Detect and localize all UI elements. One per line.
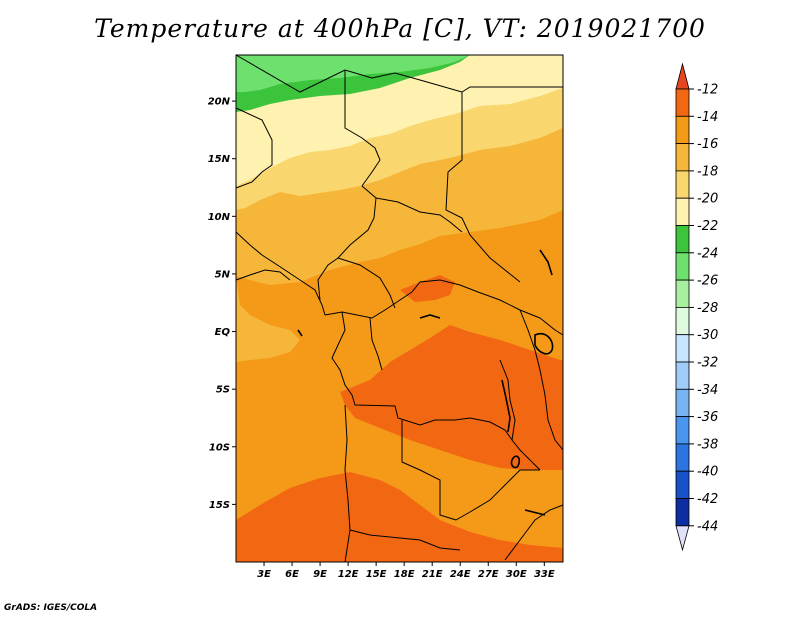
- colorbar-segment: [675, 252, 690, 281]
- colorbar-label: -38: [697, 437, 718, 452]
- colorbar-label: -20: [697, 192, 718, 207]
- lon-tick-label: 9E: [313, 569, 327, 580]
- map-title: Temperature at 400hPa [C], VT: 201902170…: [94, 14, 706, 43]
- lon-tick-label: 12E: [338, 569, 359, 580]
- lat-tick-label: 5N: [215, 269, 231, 280]
- colorbar-label: -30: [697, 328, 718, 343]
- latitude-axis: 20N 15N 10N 5N EQ 5S 10S 15S: [208, 97, 236, 511]
- colorbar-segment: [675, 170, 690, 199]
- colorbar-label: -22: [697, 219, 718, 234]
- colorbar-label: -36: [697, 410, 718, 425]
- colorbar-label: -24: [697, 246, 718, 261]
- lat-tick-label: 10N: [208, 212, 231, 223]
- lat-tick-label: 5S: [216, 385, 230, 396]
- colorbar-segment: [675, 115, 690, 145]
- colorbar-label: -12: [697, 83, 718, 98]
- colorbar-segment: [675, 470, 690, 499]
- lon-tick-label: 30E: [506, 569, 527, 580]
- colorbar-segment: [675, 279, 690, 308]
- colorbar-segment: [675, 334, 690, 363]
- lakes: [297, 249, 554, 516]
- colorbar-top-arrow: [675, 62, 690, 90]
- footer-credit: GrADS: IGES/COLA: [4, 603, 98, 613]
- colorbar-label: -40: [697, 465, 718, 480]
- lon-tick-label: 15E: [366, 569, 387, 580]
- colorbar-segment: [675, 225, 690, 254]
- colorbar-label: -32: [697, 356, 718, 371]
- colorbar-segment: [675, 443, 690, 472]
- colorbar-label: -42: [697, 492, 718, 507]
- colorbar-segment: [675, 88, 690, 117]
- lat-tick-label: 20N: [208, 97, 231, 108]
- colorbar-label: -14: [697, 110, 718, 125]
- country-borders: [235, 54, 564, 563]
- lat-tick-label: 15S: [209, 500, 230, 511]
- colorbar-segment: [675, 361, 690, 390]
- colorbar-label: -34: [697, 383, 718, 398]
- colorbar-segment: [675, 143, 690, 172]
- colorbar-label: -18: [697, 164, 718, 179]
- lon-tick-label: 21E: [422, 569, 443, 580]
- colorbar-segment: [675, 388, 690, 417]
- colorbar-label: -44: [697, 519, 718, 534]
- colorbar-label: -28: [697, 301, 718, 316]
- colorbar-segment: [675, 498, 690, 527]
- lon-tick-label: 6E: [285, 569, 299, 580]
- colorbar-label: -16: [697, 137, 718, 152]
- lon-tick-label: 3E: [257, 569, 271, 580]
- longitude-axis: 3E 6E 9E 12E 15E 18E 21E 24E 27E 30E 33E: [257, 562, 555, 580]
- lon-tick-label: 27E: [478, 569, 499, 580]
- colorbar-segment: [675, 197, 690, 226]
- lat-tick-label: 15N: [208, 154, 231, 165]
- map-frame: [235, 54, 564, 563]
- colorbar-bottom-arrow: [675, 525, 690, 552]
- colorbar-label: -26: [697, 274, 718, 289]
- lon-tick-label: 24E: [450, 569, 471, 580]
- lon-tick-label: 18E: [394, 569, 415, 580]
- field-band-24-26: [236, 55, 470, 92]
- lon-tick-label: 33E: [534, 569, 555, 580]
- temperature-field: [236, 55, 563, 562]
- colorbar: -12 -14 -16 -18 -20 -22 -24 -26 -28 -30 -32 -34 -36 -…: [675, 62, 718, 552]
- colorbar-segment: [675, 416, 690, 445]
- lat-tick-label: EQ: [215, 327, 231, 338]
- colorbar-segment: [675, 306, 690, 336]
- lat-tick-label: 10S: [209, 442, 230, 453]
